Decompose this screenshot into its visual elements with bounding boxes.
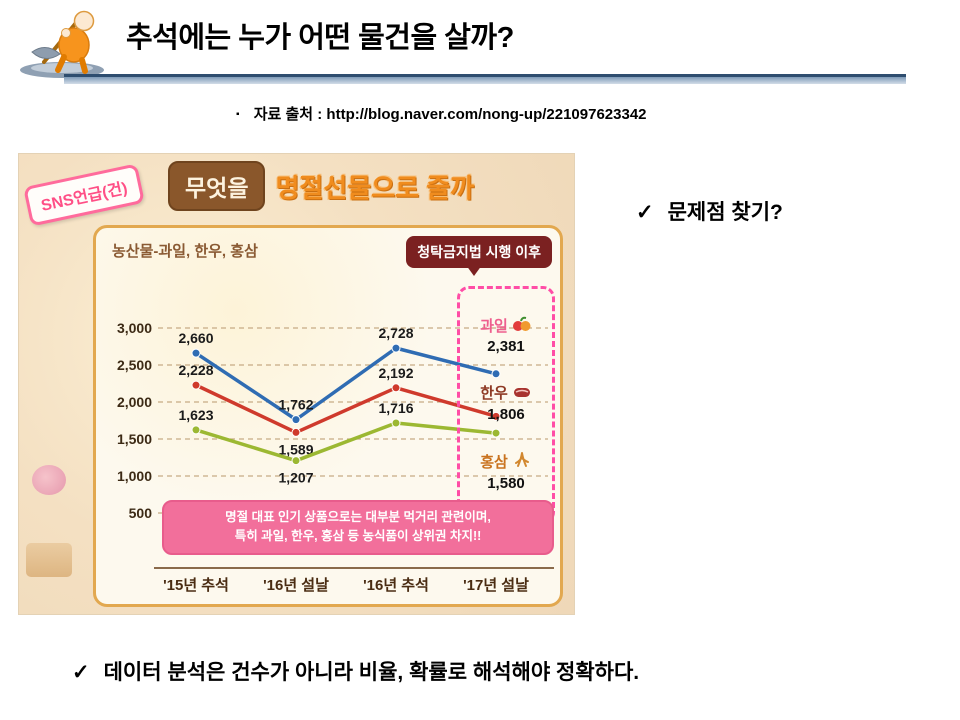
svg-text:1,762: 1,762 <box>278 397 313 413</box>
svg-text:1,207: 1,207 <box>278 470 313 486</box>
note-line2: 특히 과일, 한우, 홍삼 등 농식품이 상위권 차지!! <box>234 529 482 544</box>
gift-decoration <box>26 543 72 577</box>
series-name-label: 한우 <box>480 385 508 403</box>
series-tag: 홍삼 1,580 <box>480 451 532 494</box>
law-callout-badge: 청탁금지법 시행 이후 <box>406 236 552 268</box>
question-text: 문제점 찾기? <box>667 201 783 224</box>
callout-pointer-icon <box>466 265 482 276</box>
infographic-title: 무엇을 명절선물으로 줄까 <box>168 161 474 211</box>
note-line1: 명절 대표 인기 상품으로는 대부분 먹거리 관련이며, <box>225 510 491 524</box>
sns-mentions-badge: SNS언급(건) <box>23 163 145 227</box>
svg-text:2,192: 2,192 <box>378 365 413 381</box>
svg-text:3,000: 3,000 <box>117 320 152 336</box>
svg-text:2,660: 2,660 <box>178 330 213 346</box>
line-chart: 3,000 2,500 2,000 1,500 1,000 500 '15년 추석 '16년 … <box>117 320 554 594</box>
flower-decoration <box>32 465 66 495</box>
svg-text:'17년 설날: '17년 설날 <box>463 576 529 594</box>
infographic-title-text: 명절선물으로 줄까 <box>275 172 475 203</box>
series-name-label: 홍삼 <box>480 453 508 471</box>
series-latest-value: 2,381 <box>487 337 525 355</box>
fruit-icon <box>512 316 532 338</box>
series-tag: 과일 2,381 <box>480 316 532 357</box>
latest-values-box: 과일 2,381 한우 1,806 홍삼 1,580 <box>457 286 555 524</box>
svg-text:'16년 추석: '16년 추석 <box>363 576 429 594</box>
beef-icon <box>512 384 532 406</box>
svg-text:1,500: 1,500 <box>117 431 152 447</box>
ginseng-icon <box>512 451 532 475</box>
title-divider <box>64 74 906 84</box>
what-box-label: 무엇을 <box>168 161 266 211</box>
bullet-marker-icon: ▪ <box>236 109 240 120</box>
series-tag: 한우 1,806 <box>480 384 532 425</box>
check-icon: ✓ <box>72 661 90 684</box>
svg-text:500: 500 <box>129 505 153 521</box>
svg-text:'15년 추석: '15년 추석 <box>163 576 229 594</box>
svg-text:1,000: 1,000 <box>117 468 152 484</box>
source-text: 자료 출처 : http://blog.naver.com/nong-up/22… <box>253 106 647 123</box>
conclusion-text: 데이터 분석은 건수가 아니라 비율, 확률로 해석해야 정확하다. <box>103 661 640 684</box>
page-title: 추석에는 누가 어떤 물건을 살까? <box>126 22 514 54</box>
svg-text:1,623: 1,623 <box>178 407 213 423</box>
svg-text:2,228: 2,228 <box>178 362 213 378</box>
series-name-label: 과일 <box>480 317 508 335</box>
chart-series-header: 농산물-과일, 한우, 홍삼 <box>112 243 258 260</box>
check-icon: ✓ <box>636 201 654 224</box>
series-latest-value: 1,580 <box>487 475 525 493</box>
series-latest-value: 1,806 <box>487 405 525 423</box>
source-note: ▪ 자료 출처 : http://blog.naver.com/nong-up/… <box>236 103 647 124</box>
digger-clipart-icon <box>16 2 108 82</box>
svg-text:2,000: 2,000 <box>117 394 152 410</box>
gift-infographic: SNS언급(건) 무엇을 명절선물으로 줄까 농산물-과일, 한우, 홍삼 청탁… <box>18 153 575 615</box>
svg-text:'16년 설날: '16년 설날 <box>263 576 329 594</box>
summary-note-box: 명절 대표 인기 상품으로는 대부분 먹거리 관련이며, 특히 과일, 한우, … <box>162 500 554 555</box>
chart-panel: 농산물-과일, 한우, 홍삼 청탁금지법 시행 이후 3,000 2,500 2,0… <box>93 225 563 607</box>
svg-text:2,500: 2,500 <box>117 357 152 373</box>
svg-text:1,716: 1,716 <box>378 400 413 416</box>
svg-text:1,589: 1,589 <box>278 441 313 457</box>
question-item: ✓ 문제점 찾기? <box>636 196 783 226</box>
svg-text:2,728: 2,728 <box>378 325 413 341</box>
conclusion-item: ✓ 데이터 분석은 건수가 아니라 비율, 확률로 해석해야 정확하다. <box>72 656 639 686</box>
